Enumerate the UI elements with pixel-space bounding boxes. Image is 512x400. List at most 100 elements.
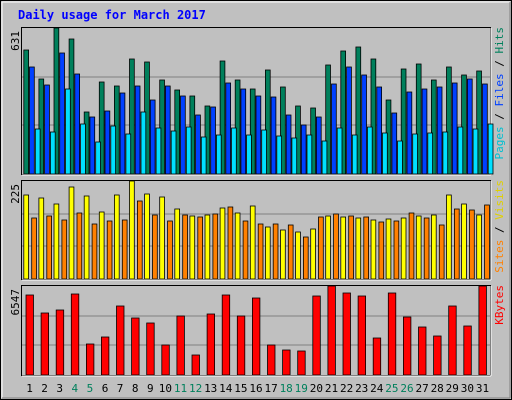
bar-sites-day-14 — [227, 206, 234, 280]
bar-sites-day-27 — [423, 217, 430, 280]
bar-files-day-7 — [119, 92, 126, 175]
bar-kbytes-day-13 — [206, 313, 216, 376]
bar-kbytes-day-27 — [418, 326, 427, 376]
series-visits — [23, 180, 482, 280]
day-label-10: 10 — [159, 382, 172, 395]
bar-sites-day-23 — [363, 216, 369, 280]
bar-kbytes-day-15 — [236, 315, 246, 376]
bar-pages-day-16 — [261, 129, 267, 175]
legend: Pages / Files / Hits — [493, 27, 506, 160]
bar-pages-day-28 — [442, 131, 449, 175]
bar-pages-day-21 — [336, 127, 343, 175]
bar-kbytes-day-26 — [402, 316, 412, 376]
bar-kbytes-day-31 — [478, 285, 487, 376]
bar-files-day-15 — [240, 88, 247, 175]
bar-files-day-20 — [315, 116, 322, 175]
bar-visits-day-27 — [415, 215, 422, 280]
bar-pages-day-2 — [50, 131, 56, 175]
bar-visits-day-1 — [23, 194, 29, 280]
bar-sites-day-8 — [136, 200, 143, 280]
bar-visits-day-28 — [430, 214, 437, 280]
legend-separator: / — [493, 107, 506, 127]
bar-kbytes-day-7 — [116, 305, 125, 376]
chart-panels: 631 Pages / Files / Hits 225 Sites / Visits… — [9, 27, 506, 377]
bar-kbytes-day-17 — [267, 344, 276, 376]
bar-hits-day-26 — [400, 68, 407, 175]
bar-visits-day-10 — [159, 196, 165, 280]
bar-files-day-2 — [44, 84, 50, 175]
series-kbytes — [25, 285, 487, 376]
chart-title: Daily usage for March 2017 — [18, 8, 206, 22]
bar-files-day-16 — [255, 95, 262, 175]
bar-pages-day-18 — [291, 137, 298, 175]
series-hits — [23, 27, 482, 175]
bar-pages-day-8 — [140, 111, 147, 175]
legend-separator: / — [493, 54, 506, 74]
bar-visits-day-18 — [280, 229, 286, 280]
bar-kbytes-day-8 — [131, 317, 140, 376]
day-label-21: 21 — [325, 382, 338, 395]
bar-kbytes-day-11 — [176, 315, 185, 376]
day-label-16: 16 — [249, 382, 262, 395]
day-label-5: 5 — [87, 382, 94, 395]
bar-files-day-27 — [421, 88, 428, 175]
bar-visits-day-22 — [340, 216, 346, 280]
bar-pages-day-6 — [110, 125, 117, 175]
bar-hits-day-8 — [129, 58, 135, 175]
bar-hits-day-6 — [98, 81, 105, 175]
bar-files-day-13 — [210, 106, 216, 175]
bar-hits-day-30 — [461, 74, 467, 175]
bar-visits-day-26 — [400, 217, 407, 280]
bar-hits-day-29 — [446, 66, 452, 175]
bar-visits-day-19 — [295, 231, 301, 280]
bar-kbytes-day-12 — [191, 354, 200, 376]
bar-visits-day-16 — [249, 205, 256, 280]
bar-files-day-22 — [346, 66, 352, 175]
bar-pages-day-29 — [457, 126, 464, 175]
legend-pages: Pages — [493, 126, 506, 159]
day-label-13: 13 — [204, 382, 217, 395]
day-label-31: 31 — [476, 382, 489, 395]
bar-sites-day-17 — [272, 223, 279, 280]
bar-sites-day-12 — [197, 216, 204, 280]
series-pages — [34, 88, 494, 175]
day-label-25: 25 — [385, 382, 398, 395]
bar-sites-day-25 — [393, 220, 400, 280]
bar-sites-day-3 — [61, 219, 68, 280]
day-label-1: 1 — [26, 382, 33, 395]
bar-kbytes-day-1 — [25, 294, 34, 376]
day-label-26: 26 — [400, 382, 413, 395]
bar-pages-day-9 — [155, 127, 162, 175]
bar-visits-day-31 — [476, 214, 482, 280]
bar-visits-day-17 — [264, 226, 271, 280]
bar-hits-day-14 — [219, 60, 226, 175]
bar-visits-day-4 — [68, 186, 75, 280]
bar-pages-day-27 — [427, 132, 433, 175]
day-label-8: 8 — [132, 382, 139, 395]
day-label-22: 22 — [340, 382, 353, 395]
day-label-4: 4 — [71, 382, 78, 395]
bar-sites-day-26 — [408, 212, 415, 280]
visits-panel: 225 Sites / Visits — [9, 180, 506, 281]
hits-panel: 631 Pages / Files / Hits — [9, 27, 506, 176]
bar-hits-day-15 — [234, 79, 241, 175]
bar-files-day-9 — [149, 99, 156, 175]
day-label-24: 24 — [370, 382, 384, 395]
bar-files-day-5 — [89, 116, 96, 175]
legend-hits: Hits — [493, 27, 506, 54]
day-label-28: 28 — [431, 382, 444, 395]
bar-files-day-4 — [74, 73, 81, 175]
bar-files-day-30 — [466, 78, 473, 175]
bar-hits-day-1 — [23, 49, 29, 175]
bar-kbytes-day-19 — [297, 350, 306, 376]
day-label-15: 15 — [234, 382, 247, 395]
bar-pages-day-11 — [185, 126, 192, 175]
bar-files-day-12 — [195, 114, 201, 175]
bar-files-day-31 — [482, 83, 488, 175]
bar-pages-day-7 — [125, 133, 132, 175]
bar-pages-day-10 — [170, 130, 177, 175]
bar-visits-day-14 — [219, 207, 226, 280]
bar-pages-day-1 — [34, 128, 41, 175]
bar-kbytes-day-20 — [312, 295, 321, 376]
bar-kbytes-day-28 — [433, 335, 442, 376]
